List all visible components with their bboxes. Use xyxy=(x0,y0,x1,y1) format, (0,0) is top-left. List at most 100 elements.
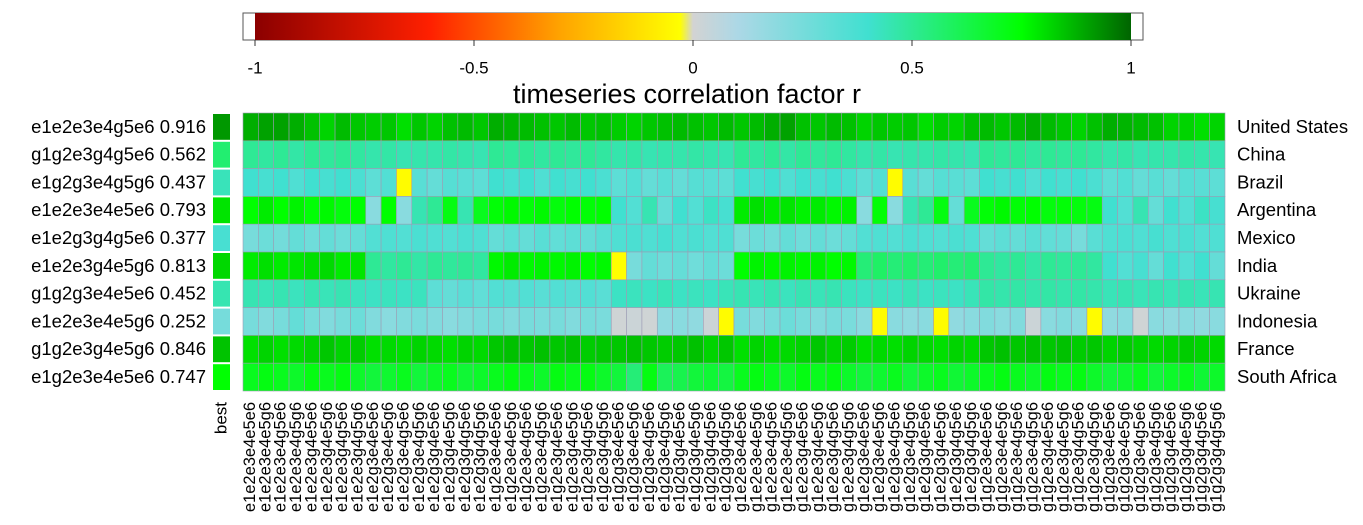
heatmap-cell xyxy=(1040,279,1057,308)
heatmap-cell xyxy=(887,168,904,197)
best-cell xyxy=(213,364,230,390)
heatmap-cell xyxy=(963,140,980,169)
heatmap-cell xyxy=(1040,307,1057,336)
heatmap-cell xyxy=(334,196,351,225)
heatmap-cell xyxy=(795,112,812,142)
heatmap-cell xyxy=(963,223,980,253)
heatmap-cell xyxy=(442,168,459,197)
heatmap-cell xyxy=(795,168,812,197)
heatmap-cell xyxy=(457,140,474,169)
heatmap-cell xyxy=(871,362,888,392)
heatmap-cell xyxy=(1025,307,1042,336)
heatmap-cell xyxy=(764,168,781,197)
heatmap-cell xyxy=(1132,112,1149,142)
heatmap-cell xyxy=(1194,196,1210,225)
heatmap-cell xyxy=(1055,168,1072,197)
column-label: g1g2e3g4e5e6 xyxy=(1039,402,1057,512)
heatmap-cell xyxy=(871,251,888,281)
heatmap-cell xyxy=(887,335,904,364)
heatmap-cell xyxy=(764,279,781,308)
heatmap-cell xyxy=(1025,168,1042,197)
column-label: g1e2e3e4e5e6 xyxy=(732,402,750,512)
heatmap-cell xyxy=(1209,251,1226,281)
heatmap-cell xyxy=(963,279,980,308)
column-label: g1e2g3g4g5g6 xyxy=(962,402,980,512)
heatmap-cell xyxy=(656,362,673,392)
heatmap-cell xyxy=(610,112,627,142)
heatmap-cell xyxy=(1132,223,1149,253)
heatmap-cell xyxy=(350,223,367,253)
heatmap-cell xyxy=(856,251,873,281)
heatmap-cell xyxy=(1086,112,1103,142)
heatmap-cell xyxy=(319,307,336,336)
heatmap-cell xyxy=(1040,223,1057,253)
heatmap-cell xyxy=(1055,196,1072,225)
heatmap-cell xyxy=(856,335,873,364)
heatmap-cell xyxy=(258,307,274,336)
heatmap-cell xyxy=(933,335,950,364)
heatmap-cell xyxy=(779,223,796,253)
heatmap-cell xyxy=(825,251,842,281)
heatmap-cell xyxy=(933,223,950,253)
row-label: South Africa xyxy=(1237,366,1337,387)
heatmap-cell xyxy=(411,307,428,336)
heatmap-cell xyxy=(1040,168,1057,197)
heatmap-cell xyxy=(549,335,566,364)
heatmap-cell xyxy=(1040,196,1057,225)
heatmap-cell xyxy=(1101,251,1118,281)
heatmap-cell xyxy=(933,112,950,142)
heatmap-cell xyxy=(242,140,259,169)
heatmap-cell xyxy=(580,112,597,142)
heatmap-cell xyxy=(779,112,796,142)
heatmap-cell xyxy=(334,251,351,281)
heatmap-cell xyxy=(380,335,397,364)
best-cell xyxy=(213,225,230,251)
heatmap-cell xyxy=(994,223,1011,253)
heatmap-cell xyxy=(672,168,689,197)
best-cell xyxy=(213,253,230,279)
column-label: e1e2g3e4e5g6 xyxy=(379,402,397,512)
heatmap-cell xyxy=(396,168,413,197)
heatmap-cell xyxy=(1086,140,1103,169)
heatmap-cell xyxy=(534,279,551,308)
heatmap-cell xyxy=(825,140,842,169)
row-label: Indonesia xyxy=(1237,310,1318,331)
heatmap-cell xyxy=(1163,168,1180,197)
heatmap-cell xyxy=(963,307,980,336)
heatmap-cell xyxy=(1025,196,1042,225)
best-header: best xyxy=(211,402,230,434)
heatmap-cell xyxy=(595,279,612,308)
heatmap-cell xyxy=(549,168,566,197)
heatmap-cell xyxy=(963,112,980,142)
heatmap-cell xyxy=(258,251,274,281)
heatmap-cell xyxy=(1055,112,1072,142)
heatmap-cell xyxy=(641,112,658,142)
heatmap-cell xyxy=(426,112,443,142)
heatmap-cell xyxy=(1163,223,1180,253)
heatmap-cell xyxy=(549,307,566,336)
heatmap-cell xyxy=(1163,307,1180,336)
column-label: e1g2e3e4g5g6 xyxy=(533,402,551,512)
heatmap-cell xyxy=(1209,140,1226,169)
heatmap-cell xyxy=(810,307,827,336)
column-label: g1g2e3g4g5g6 xyxy=(1085,402,1103,512)
heatmap-cell xyxy=(856,223,873,253)
heatmap-cell xyxy=(933,140,950,169)
heatmap-cell xyxy=(534,196,551,225)
heatmap-cell xyxy=(472,279,489,308)
heatmap-cell xyxy=(1209,196,1226,225)
column-label: g1g2e3e4g5e6 xyxy=(1008,402,1026,512)
heatmap-cell xyxy=(610,140,627,169)
heatmap-cell xyxy=(442,196,459,225)
heatmap-cell xyxy=(304,196,321,225)
heatmap-cell xyxy=(917,335,934,364)
column-label: g1g2g3e4e5e6 xyxy=(1100,402,1118,512)
heatmap-cell xyxy=(426,251,443,281)
heatmap-cell xyxy=(503,335,520,364)
heatmap-cell xyxy=(258,223,274,253)
heatmap-cell xyxy=(411,196,428,225)
heatmap-cell xyxy=(549,223,566,253)
heatmap-cell xyxy=(518,362,535,392)
heatmap-cell xyxy=(1163,335,1180,364)
heatmap-cell xyxy=(564,335,581,364)
